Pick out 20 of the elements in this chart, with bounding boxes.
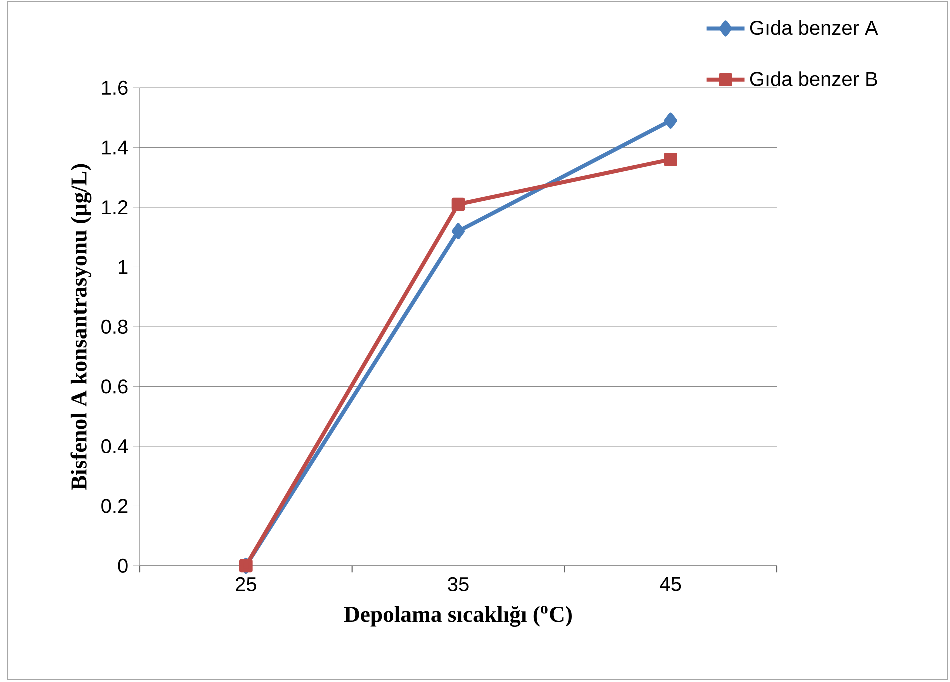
legend-label: Gıda benzer A bbox=[750, 20, 878, 36]
y-tick-label: 0.6 bbox=[102, 380, 128, 394]
y-tick-label: 1.4 bbox=[102, 140, 128, 155]
point bbox=[452, 198, 466, 212]
x-tick-label: 25 bbox=[236, 577, 256, 592]
y-tick-label: 0 bbox=[118, 558, 128, 574]
point bbox=[664, 112, 678, 129]
y-tick-label: 1 bbox=[119, 260, 128, 274]
y-tick-label: 0.2 bbox=[102, 499, 128, 514]
x-axis-title: Depolama sıcaklığı ($^{o}$C) bbox=[344, 606, 572, 627]
y-tick-label: 0.4 bbox=[102, 439, 128, 454]
y-tick-label: 1.2 bbox=[102, 200, 128, 214]
y-axis-title: Bisfenol A konsantrasyonu (µg/L) bbox=[70, 164, 92, 490]
point bbox=[452, 223, 466, 240]
point bbox=[664, 153, 678, 166]
x-tick-label: 35 bbox=[448, 577, 469, 592]
x-tick-label: 45 bbox=[660, 577, 682, 592]
y-tick-label: 1.6 bbox=[102, 80, 128, 96]
y-tick-label: 0.8 bbox=[102, 320, 128, 334]
legend-label: Gıda benzer B bbox=[750, 72, 878, 86]
